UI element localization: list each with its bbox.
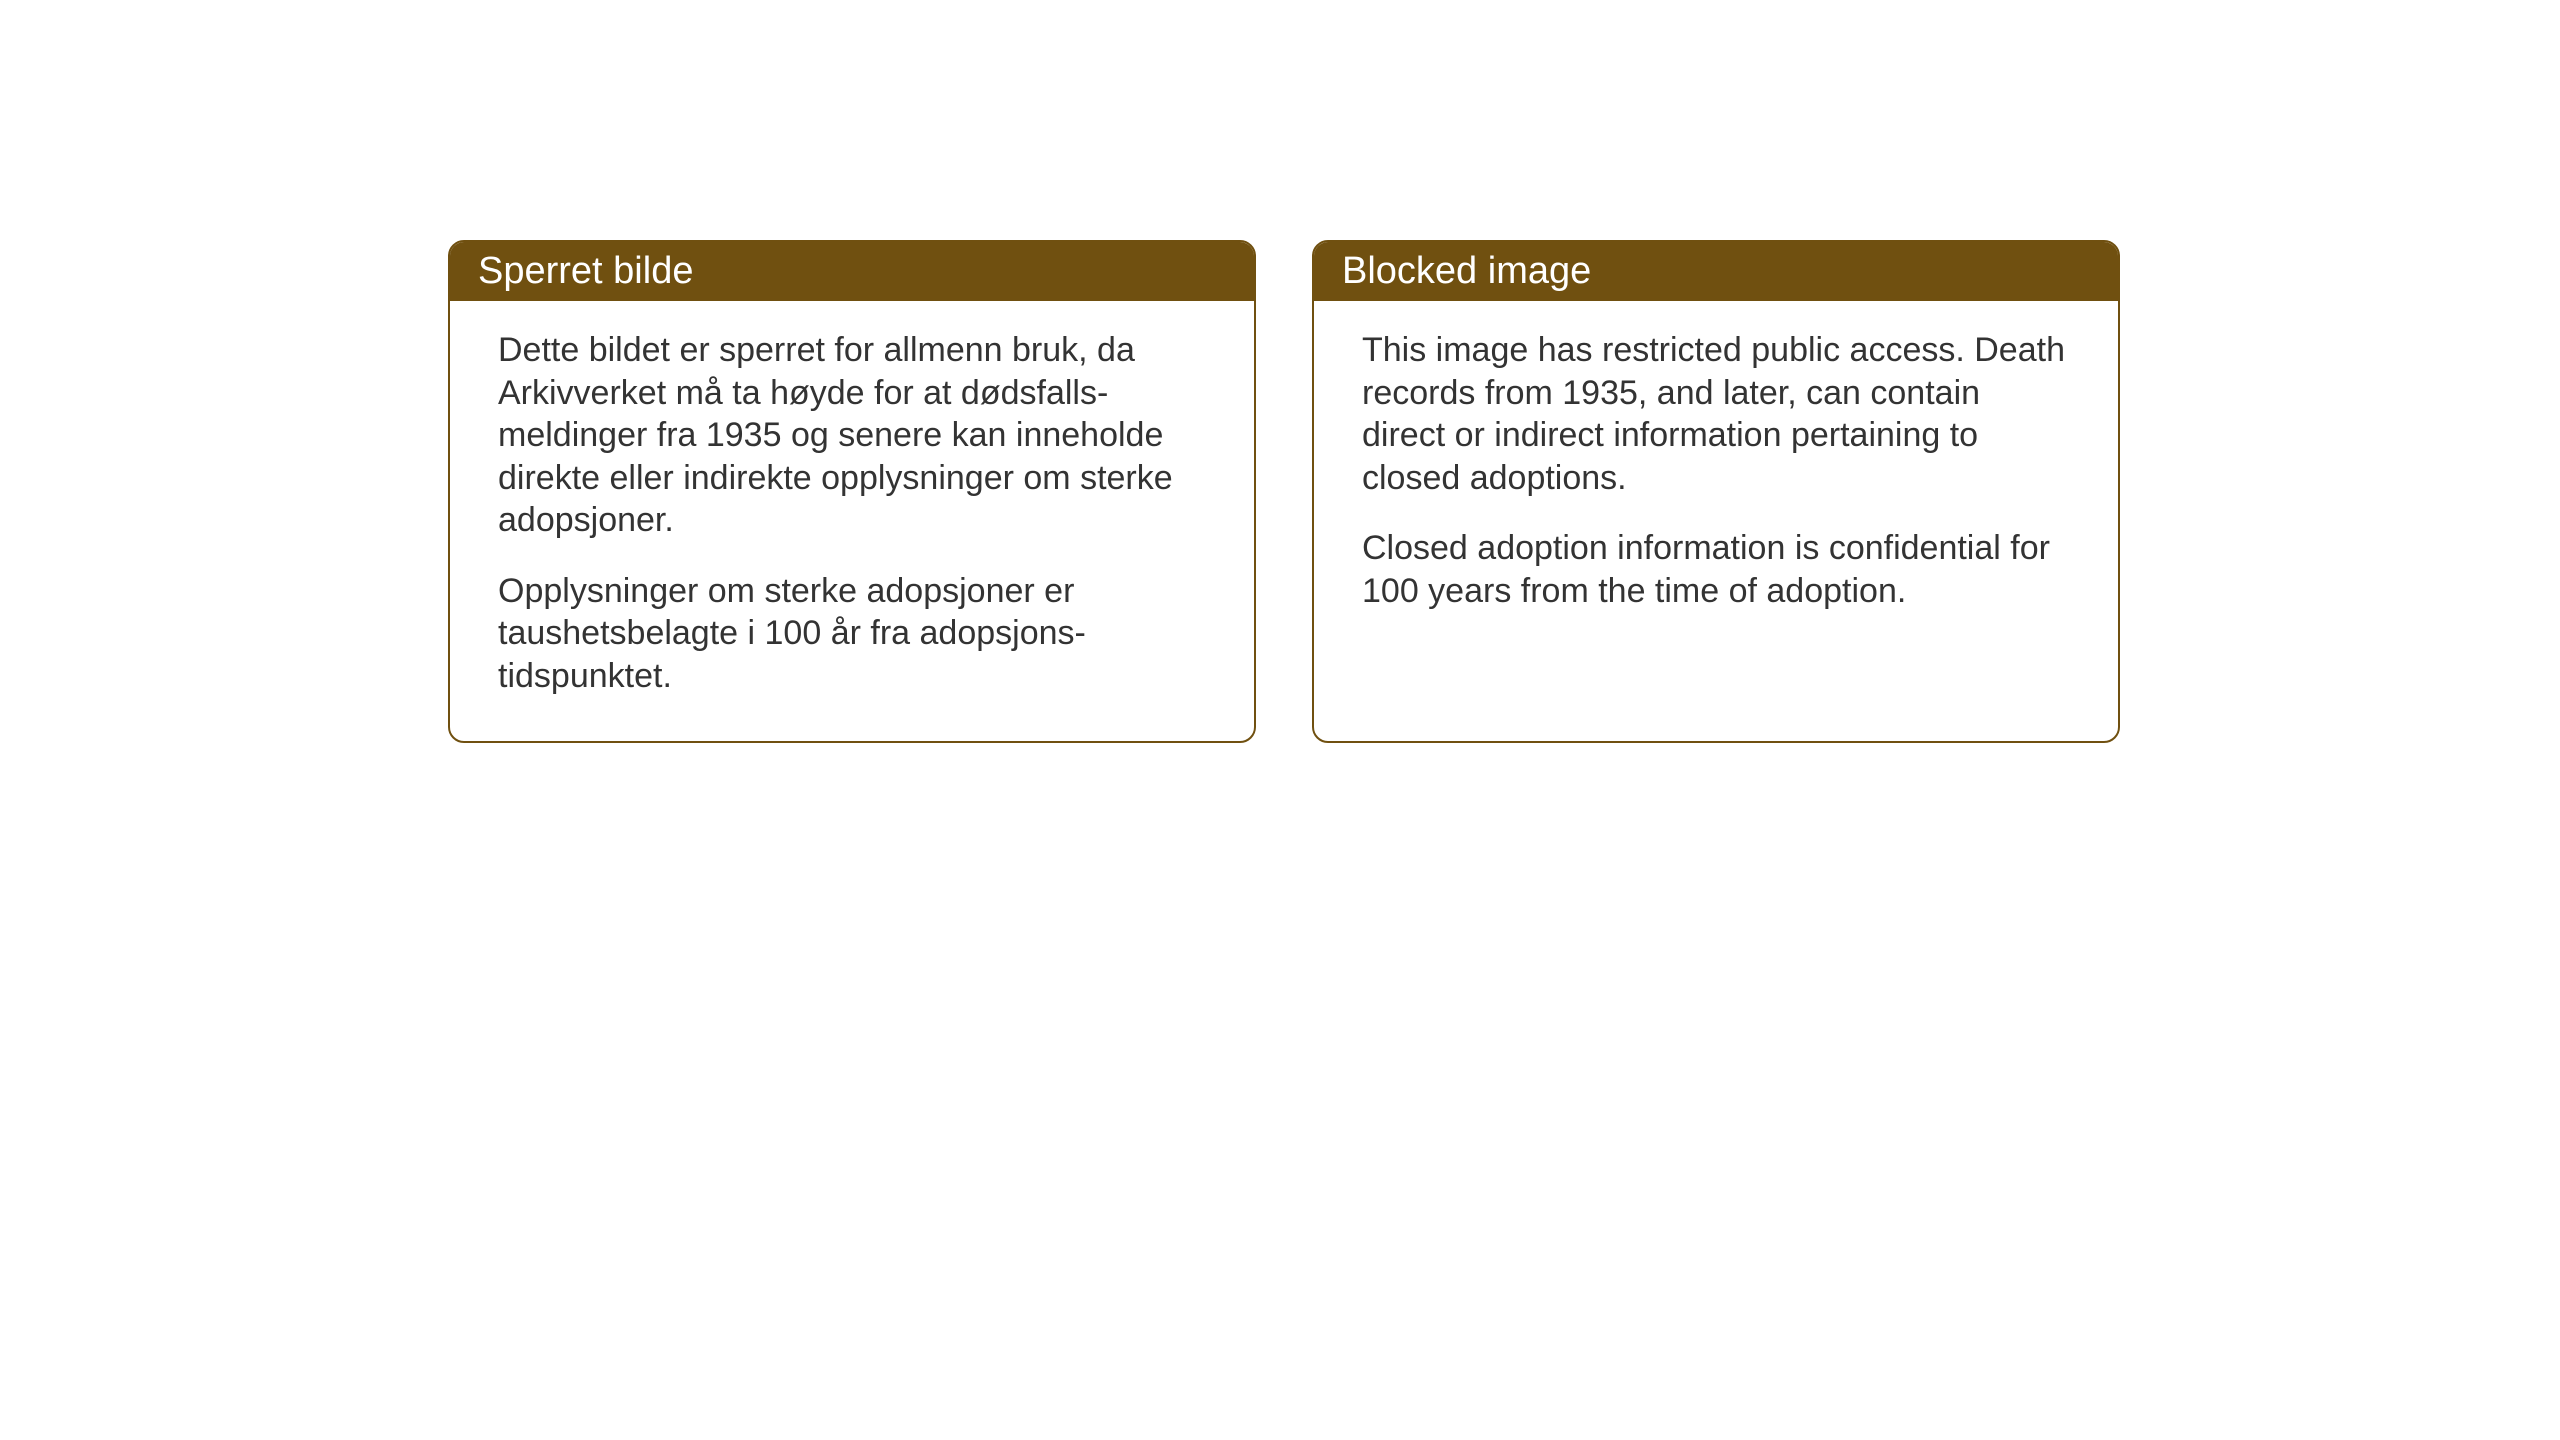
norwegian-card: Sperret bilde Dette bildet er sperret fo… (448, 240, 1256, 743)
norwegian-paragraph-2: Opplysninger om sterke adopsjoner er tau… (498, 570, 1206, 698)
english-paragraph-2: Closed adoption information is confident… (1362, 527, 2070, 612)
cards-container: Sperret bilde Dette bildet er sperret fo… (448, 240, 2120, 743)
norwegian-card-header: Sperret bilde (450, 242, 1254, 301)
norwegian-card-body: Dette bildet er sperret for allmenn bruk… (450, 301, 1254, 741)
english-card-header: Blocked image (1314, 242, 2118, 301)
english-card-title: Blocked image (1342, 250, 1591, 292)
norwegian-card-title: Sperret bilde (478, 250, 693, 292)
english-card-body: This image has restricted public access.… (1314, 301, 2118, 741)
english-paragraph-1: This image has restricted public access.… (1362, 329, 2070, 499)
english-card: Blocked image This image has restricted … (1312, 240, 2120, 743)
norwegian-paragraph-1: Dette bildet er sperret for allmenn bruk… (498, 329, 1206, 542)
